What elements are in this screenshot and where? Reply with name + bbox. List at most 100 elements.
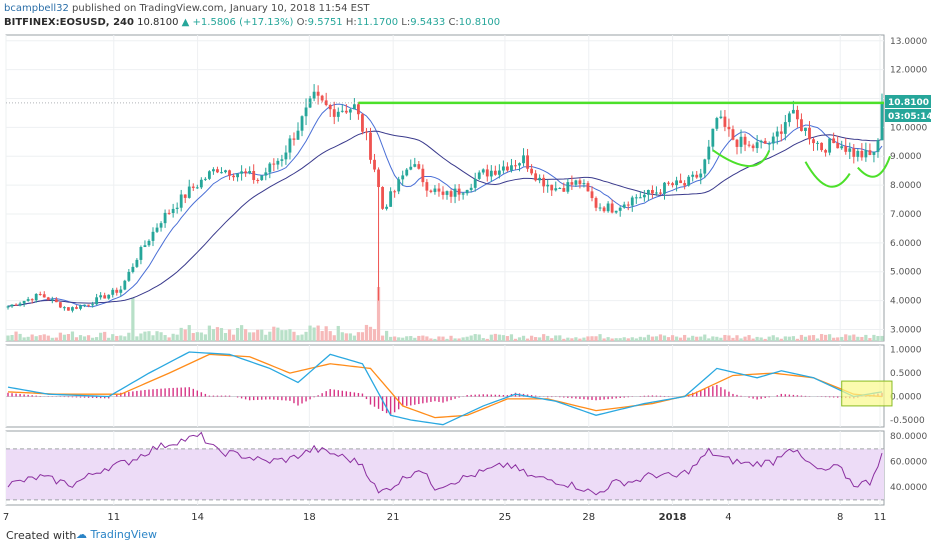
candle-body (183, 194, 187, 198)
volume-bar (187, 325, 191, 341)
volume-bar (167, 337, 171, 341)
candle-body (83, 304, 86, 306)
volume-bar (852, 334, 856, 341)
candle-body (506, 166, 509, 171)
shoulder-left-arc (712, 149, 771, 167)
price-tick-label: 8.0000 (890, 181, 922, 191)
candle-body (465, 189, 469, 194)
candle-body (62, 307, 66, 309)
volume-bar (147, 331, 151, 341)
candle-body (38, 293, 42, 295)
candle-body (755, 142, 759, 149)
tradingview-logo[interactable]: ☁ TradingView (76, 528, 157, 541)
candle-body (304, 107, 308, 117)
x-tick-label: 8 (837, 512, 843, 523)
volume-bar (119, 335, 123, 341)
volume-bar (280, 330, 284, 341)
candle-body (824, 150, 828, 153)
volume-bar (735, 335, 739, 341)
candle-body (228, 170, 231, 176)
volume-bar (95, 337, 99, 341)
volume-bar (393, 336, 397, 341)
author-link[interactable]: bcampbell32 (4, 3, 69, 14)
candle-body (469, 187, 473, 190)
candle-body (42, 294, 46, 298)
volume-bar (618, 338, 622, 341)
candle-body (58, 302, 62, 308)
volume-bar (320, 331, 324, 341)
volume-bar (687, 337, 691, 341)
candle-body (348, 109, 352, 113)
candle-body (489, 170, 493, 177)
volume-bar (811, 335, 816, 341)
candle-body (155, 227, 159, 232)
volume-bar (256, 329, 260, 341)
volume-bar (767, 336, 771, 341)
volume-bar (183, 329, 187, 341)
volume-bar (235, 328, 240, 341)
volume-bar (517, 337, 522, 341)
volume-bar (707, 338, 711, 341)
candle-body (783, 122, 787, 134)
candle-body (308, 98, 312, 108)
candle-body (655, 192, 658, 194)
candle-body (550, 184, 554, 191)
volume-bar (433, 338, 437, 341)
x-tick-label: 21 (387, 512, 400, 523)
volume-bar (674, 336, 679, 341)
candle-body (735, 139, 739, 147)
candle-body (413, 164, 417, 167)
candle-body (316, 91, 320, 96)
volume-bar (642, 337, 646, 341)
candle-body (518, 163, 521, 166)
candle-body (840, 146, 844, 149)
candle-body (522, 155, 525, 164)
volume-bar (123, 336, 127, 341)
low-value: 9.5433 (410, 17, 446, 28)
volume-bar (646, 334, 651, 341)
volume-bar (179, 327, 183, 341)
price-tag-label: 10.8100 (888, 98, 929, 108)
volume-bar (389, 336, 393, 341)
volume-bar (111, 334, 115, 341)
volume-bar (880, 335, 884, 341)
price-tick-label: 4.0000 (890, 297, 922, 307)
volume-bar (550, 338, 554, 341)
candle-body (586, 183, 590, 192)
candle-body (481, 169, 485, 173)
candle-body (312, 91, 316, 99)
volume-bar (630, 337, 634, 341)
volume-bar (505, 336, 510, 341)
volume-bar (74, 337, 79, 341)
candle-body (159, 223, 163, 228)
candle-body (719, 116, 723, 119)
volume-bar (171, 333, 175, 341)
candle-body (767, 143, 771, 145)
candle-body (272, 163, 276, 165)
candle-body (119, 289, 123, 293)
candle-body (328, 105, 332, 110)
volume-bar (215, 327, 220, 341)
candle-body (731, 129, 735, 140)
candle-body (493, 170, 497, 175)
x-tick-label: 2018 (659, 512, 687, 523)
price-tick-label: 12.0000 (890, 66, 927, 76)
candle-body (356, 104, 360, 115)
candle-body (695, 174, 699, 178)
volume-bar (54, 337, 58, 341)
candle-body (95, 297, 99, 305)
volume-bar (441, 336, 445, 341)
volume-bar (751, 338, 755, 341)
volume-bar (695, 336, 699, 341)
candle-body (727, 126, 731, 130)
rsi-band (6, 448, 884, 500)
candle-body (848, 148, 852, 152)
candle-body (723, 116, 727, 127)
candle-body (26, 299, 30, 301)
candle-body (715, 118, 719, 129)
volume-bar (380, 335, 385, 341)
volume-bar (666, 337, 671, 341)
volume-bar (50, 337, 54, 341)
volume-bar (614, 338, 618, 341)
